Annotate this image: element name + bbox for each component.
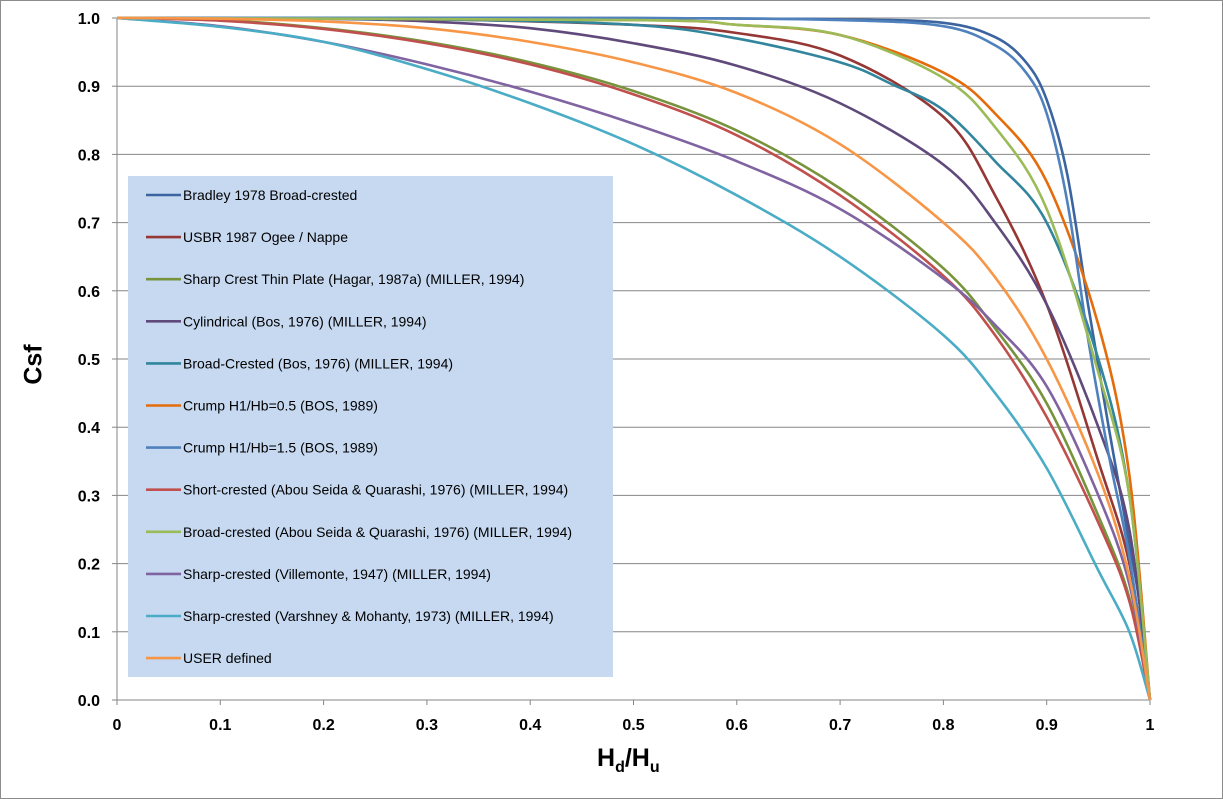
legend-entry: Broad-Crested (Bos, 1976) (MILLER, 1994) bbox=[183, 355, 453, 371]
y-tick-label: 0.3 bbox=[78, 488, 100, 505]
x-label-base1: H bbox=[597, 744, 616, 772]
y-tick-label: 1.0 bbox=[78, 11, 100, 28]
legend-entry: Sharp-crested (Villemonte, 1947) (MILLER… bbox=[183, 566, 491, 582]
x-tick-label: 1 bbox=[1146, 717, 1155, 734]
legend-entry: Sharp Crest Thin Plate (Hagar, 1987a) (M… bbox=[183, 271, 524, 287]
legend-entry: Bradley 1978 Broad-crested bbox=[183, 187, 357, 203]
series-line bbox=[116, 16, 1152, 701]
x-tick-label: 0.3 bbox=[416, 717, 438, 734]
series-line bbox=[116, 16, 1152, 701]
legend-entry: Crump H1/Hb=1.5 (BOS, 1989) bbox=[183, 440, 378, 456]
y-tick-label: 0.9 bbox=[78, 79, 100, 96]
legend-box bbox=[128, 176, 613, 677]
y-tick-label: 0.2 bbox=[78, 557, 100, 574]
x-tick-label: 0.1 bbox=[209, 717, 231, 734]
y-tick-label: 0.4 bbox=[78, 420, 100, 437]
x-tick-label: 0 bbox=[113, 717, 122, 734]
legend-entry: USER defined bbox=[183, 650, 272, 666]
x-label-sep: / bbox=[624, 744, 632, 772]
legend-entry: Broad-crested (Abou Seida & Quarashi, 19… bbox=[183, 524, 572, 540]
y-tick-label: 0.0 bbox=[78, 693, 100, 710]
y-tick-label: 0.8 bbox=[78, 147, 100, 164]
x-tick-label: 0.2 bbox=[312, 717, 334, 734]
x-axis-label: Hd/Hu bbox=[597, 744, 660, 777]
x-tick-label: 0.9 bbox=[1036, 717, 1058, 734]
legend-entry: Short-crested (Abou Seida & Quarashi, 19… bbox=[183, 482, 568, 498]
y-tick-label: 0.1 bbox=[78, 625, 100, 642]
y-tick-label: 0.7 bbox=[78, 216, 100, 233]
series-line bbox=[116, 16, 1152, 701]
legend-entry: Cylindrical (Bos, 1976) (MILLER, 1994) bbox=[183, 313, 427, 329]
legend-entry: USBR 1987 Ogee / Nappe bbox=[183, 229, 348, 245]
x-label-sub2: u bbox=[649, 759, 660, 776]
legend-entry: Crump H1/Hb=0.5 (BOS, 1989) bbox=[183, 398, 378, 414]
x-tick-label: 0.6 bbox=[726, 717, 748, 734]
x-tick-label: 0.5 bbox=[622, 717, 644, 734]
legend: Bradley 1978 Broad-crested USBR 1987 Ogee… bbox=[128, 176, 613, 677]
x-label-base2: H bbox=[631, 744, 650, 772]
y-axis-label: Csf bbox=[19, 344, 48, 385]
y-tick-label: 0.5 bbox=[78, 352, 100, 369]
legend-entry: Sharp-crested (Varshney & Mohanty, 1973)… bbox=[183, 608, 554, 624]
x-tick-label: 0.7 bbox=[829, 717, 851, 734]
series-line bbox=[116, 16, 1152, 701]
x-tick-label: 0.8 bbox=[932, 717, 954, 734]
series-line bbox=[116, 16, 1152, 701]
x-tick-label: 0.4 bbox=[519, 717, 541, 734]
series-line bbox=[116, 16, 1152, 701]
x-label-sub1: d bbox=[615, 759, 625, 776]
y-tick-label: 0.6 bbox=[78, 284, 100, 301]
